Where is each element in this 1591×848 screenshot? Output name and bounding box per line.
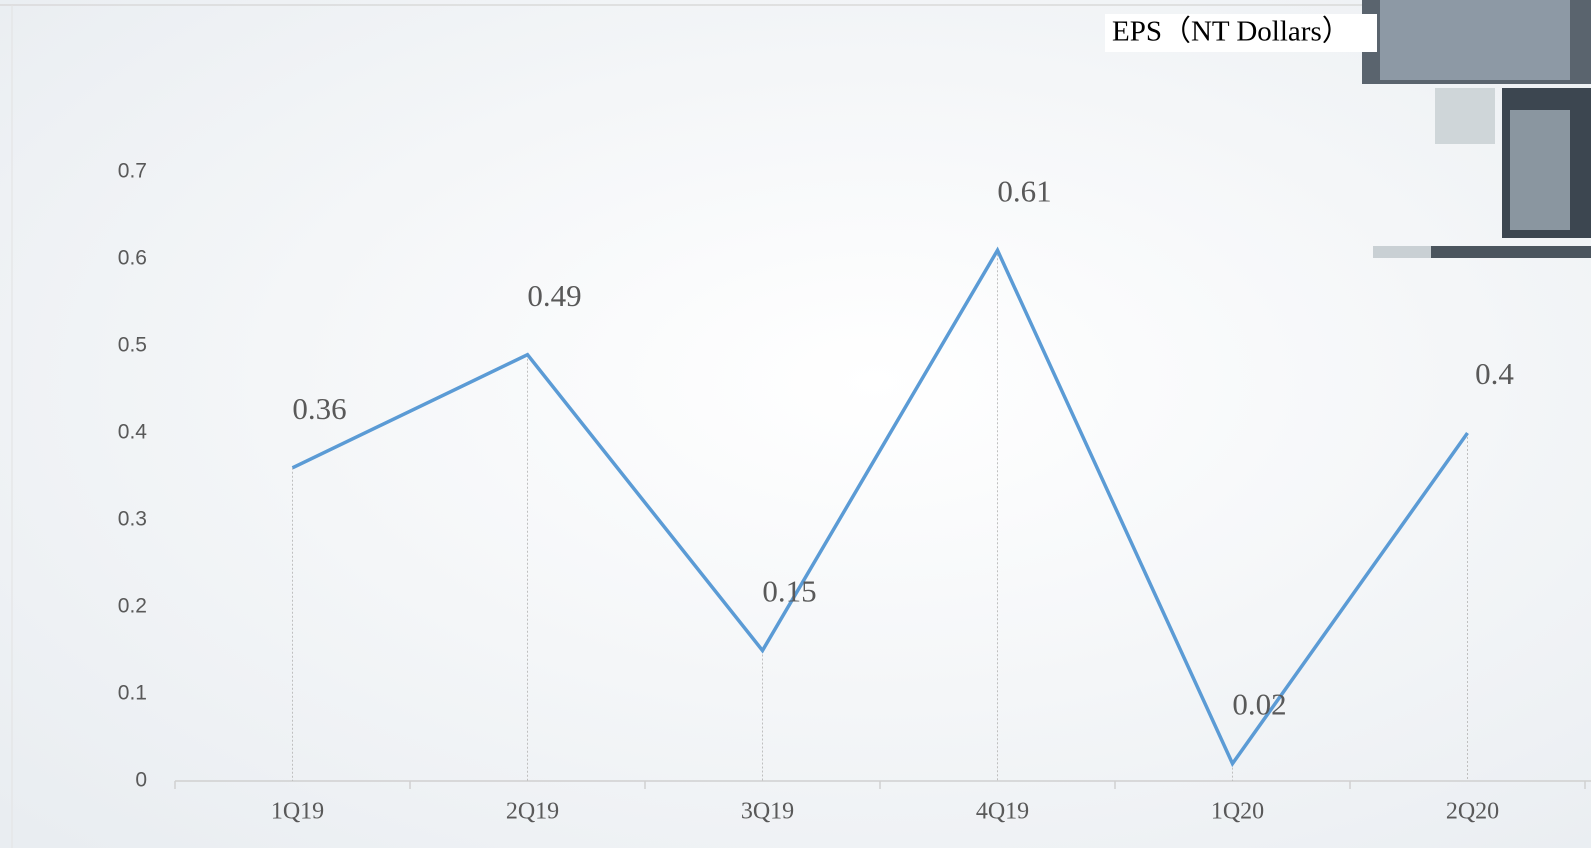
- x-tick-label: 1Q20: [1211, 799, 1264, 825]
- page: EPS（NT Dollars） 0 0.1 0.2 0.3 0.4 0.5 0.6 0.7 0.…: [0, 0, 1591, 848]
- deco-pattern: [1435, 88, 1495, 144]
- x-tick-label: 4Q19: [976, 799, 1029, 825]
- x-tick-label: 2Q20: [1446, 799, 1499, 825]
- deco-bar: [1431, 246, 1591, 258]
- chart: EPS（NT Dollars） 0 0.1 0.2 0.3 0.4 0.5 0.6 0.7 0.…: [0, 0, 1591, 848]
- x-tick-label: 2Q19: [506, 799, 559, 825]
- y-tick-label: 0.2: [118, 595, 147, 618]
- y-tick-label: 0.3: [118, 508, 147, 531]
- data-label: 0.49: [527, 278, 581, 313]
- y-tick-label: 0.1: [118, 682, 147, 705]
- background: [0, 0, 1591, 848]
- y-tick-label: 0: [135, 769, 147, 792]
- data-label: 0.4: [1475, 356, 1514, 391]
- x-tick-label: 1Q19: [271, 799, 324, 825]
- y-tick-label: 0.6: [118, 247, 147, 270]
- y-tick-label: 0.4: [118, 421, 148, 444]
- data-label: 0.61: [997, 173, 1051, 208]
- data-label: 0.02: [1232, 687, 1286, 722]
- y-tick-label: 0.7: [118, 160, 147, 183]
- data-label: 0.15: [762, 574, 816, 609]
- deco-image: [1510, 110, 1570, 230]
- data-label: 0.36: [292, 391, 346, 426]
- chart-title: EPS（NT Dollars）: [1112, 16, 1351, 48]
- x-tick-label: 3Q19: [741, 799, 794, 825]
- deco-image: [1380, 0, 1570, 80]
- deco-pattern: [1373, 246, 1431, 258]
- y-tick-label: 0.5: [118, 334, 147, 357]
